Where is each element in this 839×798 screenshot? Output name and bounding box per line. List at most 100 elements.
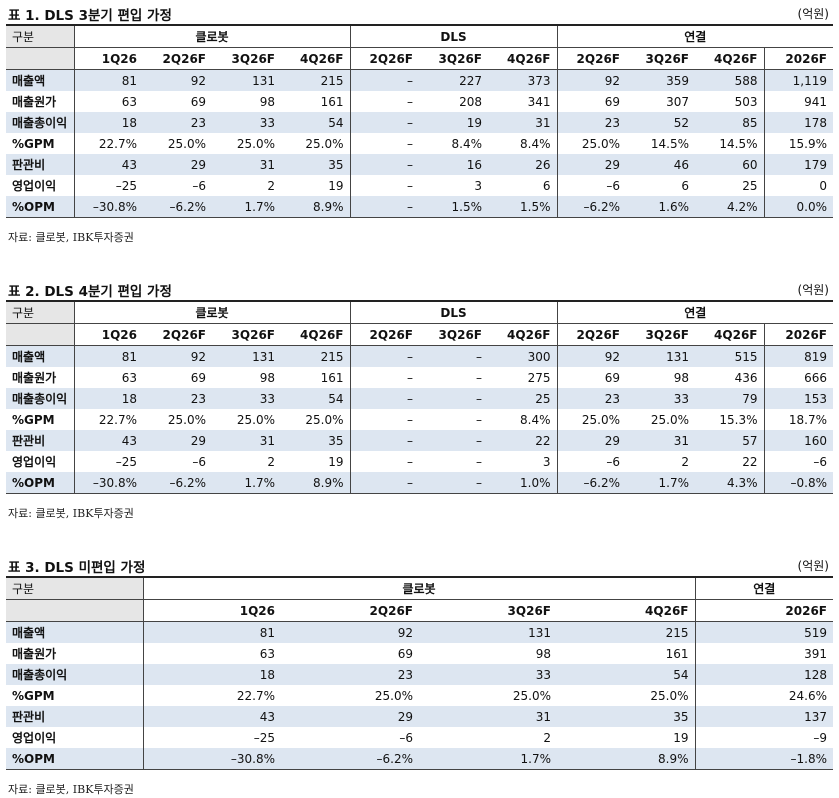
table-row: 매출액 81 92 131 215–227 373 92 359 588 1,119 <box>6 69 833 91</box>
table-cell: –6.2% <box>556 472 626 494</box>
table-cell: –6.2% <box>281 748 419 770</box>
table-cell: –6 <box>399 730 413 745</box>
table-cell: – <box>349 430 419 451</box>
table-cell: 92 <box>281 621 419 643</box>
table-body: 매출액 81 92 131 215–227 373 92 359 588 1,119 매출원가 63 6… <box>6 69 833 218</box>
table-cell: 54 <box>557 664 695 685</box>
column-header: 3Q26F <box>626 47 695 70</box>
table-cell: 153 <box>763 388 833 409</box>
table-cell: 23 <box>143 388 212 409</box>
table-row: 영업이익 –25 –6 2 19– 3 6 –6 6 25 0 <box>6 175 833 196</box>
gubun-header-blank <box>6 47 75 70</box>
table-cell: –6.2% <box>143 472 212 494</box>
gubun-header: 구분 <box>6 576 144 600</box>
table-cell: 22.7% <box>236 688 275 703</box>
table-title: 표 3. DLS 미편입 가정 <box>8 560 146 576</box>
table-cell: 63 <box>259 646 275 661</box>
table-cell: 92 <box>143 69 212 91</box>
table-cell: 33 <box>626 388 695 409</box>
table-cell: 131 <box>419 621 557 643</box>
table-cell: 54 <box>281 112 350 133</box>
table-cell: –25 <box>253 730 275 745</box>
table-1-section: 표 1. DLS 3분기 편입 가정 (억원) 구분 클로봇 DLS 연결 1Q… <box>0 0 839 244</box>
data-table: 구분 클로봇 연결 1Q26 2Q26F 3Q26F 4Q26F 2026F 매… <box>6 576 833 770</box>
row-label: 매출액 <box>6 69 75 91</box>
gubun-header-blank <box>6 323 75 346</box>
table-2-section: 표 2. DLS 4분기 편입 가정 (억원) 구분 클로봇 DLS 연결 1Q… <box>0 276 839 520</box>
column-header: 2026F <box>763 47 833 70</box>
table-cell: 19 <box>673 730 689 745</box>
column-header: 3Q26F <box>419 47 488 70</box>
table-cell: 31 <box>626 430 695 451</box>
table-cell: 0.0% <box>763 196 833 218</box>
table-cell: 25.0% <box>167 136 206 151</box>
table-row: 영업이익 –25 –6 2 19 –9 <box>6 727 833 748</box>
table-cell: 25.0% <box>650 688 689 703</box>
table-cell: 178 <box>763 112 833 133</box>
table-cell: 69 <box>190 94 206 109</box>
table-cell: 29 <box>556 430 626 451</box>
table-cell: 31 <box>212 154 281 175</box>
row-label: 매출원가 <box>6 367 75 388</box>
row-label: 매출액 <box>6 345 75 367</box>
table-cell: 18.7% <box>763 409 833 430</box>
table-row: 판관비 43 29 31 35 137 <box>6 706 833 727</box>
table-cell: 1.6% <box>626 196 695 218</box>
table-cell: 6 <box>542 178 551 193</box>
table-cell: 25.0% <box>305 412 344 427</box>
table-cell: 33 <box>212 112 281 133</box>
table-cell: 25 <box>488 388 557 409</box>
source-note: 자료: 클로봇, IBK투자증권 <box>8 507 134 520</box>
row-label: 판관비 <box>6 430 75 451</box>
table-row: 판관비 43 29 31 35–16 26 29 46 60 179 <box>6 154 833 175</box>
table-row: 매출총이익 18 23 33 54– –25 23 33 79 153 <box>6 388 833 409</box>
table-cell: – <box>476 412 482 427</box>
table-cell: –6 <box>763 451 833 472</box>
column-header: 2Q26F <box>349 47 419 70</box>
column-header: 3Q26F <box>212 323 281 346</box>
table-cell: 208 <box>459 94 482 109</box>
table-cell: – <box>419 430 488 451</box>
column-header: 4Q26F <box>281 47 350 70</box>
table-cell: 1.5% <box>419 196 488 218</box>
table-cell: 2 <box>267 178 275 193</box>
column-header: 4Q26F <box>695 47 764 70</box>
table-cell: 81 <box>143 621 281 643</box>
table-cell: –6.2% <box>143 196 212 218</box>
table-cell: – <box>349 196 419 218</box>
group-header-consolidated: 연결 <box>556 24 833 48</box>
column-header: 2Q26F <box>143 47 212 70</box>
table-cell: 69 <box>397 646 413 661</box>
table-cell: 63 <box>121 370 137 385</box>
table-cell: 19 <box>419 112 488 133</box>
unit-label: (억원) <box>797 283 829 297</box>
table-cell: 69 <box>556 367 626 388</box>
column-header: 2Q26F <box>281 599 419 622</box>
table-cell: 436 <box>734 370 758 385</box>
table-cell: 25.0% <box>236 136 275 151</box>
table-cell: 8.9% <box>281 472 350 494</box>
table-row: 판관비 43 29 31 35– –22 29 31 57 160 <box>6 430 833 451</box>
table-cell: 23 <box>281 664 419 685</box>
table-cell: 31 <box>419 706 557 727</box>
column-header: 4Q26F <box>557 599 695 622</box>
group-header-consolidated: 연결 <box>694 576 833 600</box>
table-cell: 819 <box>763 345 833 367</box>
column-header: 2Q26F <box>556 323 626 346</box>
table-cell: 160 <box>763 430 833 451</box>
table-row: %GPM 22.7% 25.0% 25.0% 25.0% –8.4% 8.4% 25.0% 14… <box>6 133 833 154</box>
table-cell: 19 <box>328 454 344 469</box>
row-label: 영업이익 <box>6 727 144 748</box>
table-cell: 54 <box>281 388 350 409</box>
table-cell: –25 <box>115 454 137 469</box>
table-cell: 52 <box>626 112 695 133</box>
table-cell: 8.4% <box>520 136 551 151</box>
table-cell: 275 <box>527 370 551 385</box>
table-cell: 35 <box>281 430 350 451</box>
unit-label: (억원) <box>797 559 829 573</box>
table-cell: – <box>349 388 419 409</box>
table-cell: 8.4% <box>520 412 551 427</box>
group-header-consolidated: 연결 <box>556 300 833 324</box>
table-cell: 26 <box>488 154 557 175</box>
table-cell: 14.5% <box>650 136 689 151</box>
